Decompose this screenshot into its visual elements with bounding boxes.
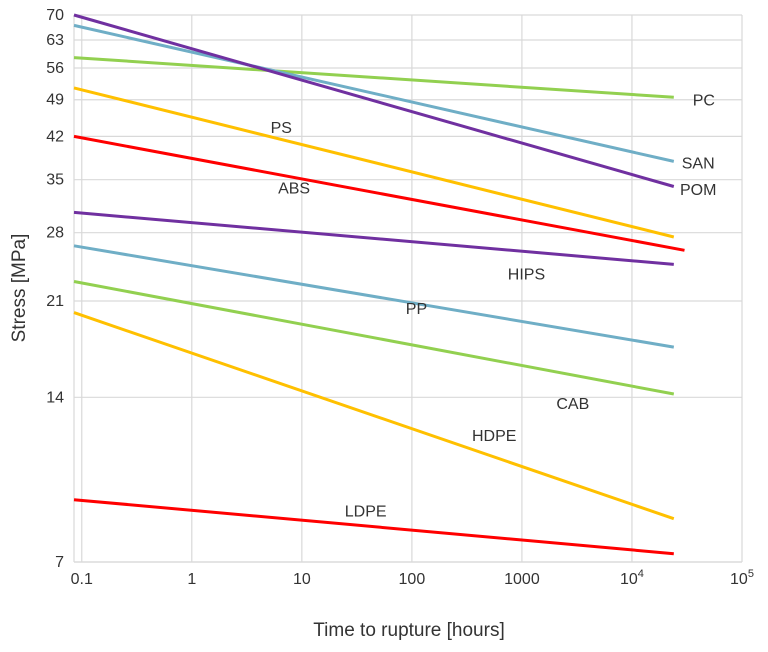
y-tick-label: 49 (46, 92, 64, 109)
series-label-abs: ABS (278, 181, 310, 198)
x-tick-label: 104 (620, 568, 644, 588)
x-tick-label: 100 (399, 571, 426, 588)
series-line-pp (73, 244, 675, 349)
x-tick-label: 10 (293, 571, 311, 588)
x-tick-label: 1 (187, 571, 196, 588)
series-label-pom: POM (680, 182, 716, 199)
y-tick-label: 28 (46, 225, 64, 242)
series-line-san (73, 23, 675, 163)
grid-lines (73, 14, 743, 563)
y-tick-label: 70 (46, 7, 64, 24)
series-line-ps (73, 86, 675, 239)
series-label-san: SAN (682, 155, 715, 172)
series-line-hdpe (73, 311, 675, 521)
series-label-hips: HIPS (508, 266, 545, 283)
series-label-hdpe: HDPE (472, 428, 516, 445)
y-axis-ticks: 7 14 21 28 35 42 49 56 63 70 (46, 7, 64, 571)
series-label-pc: PC (693, 93, 715, 110)
y-tick-label: 56 (46, 60, 64, 77)
x-axis-title: Time to rupture [hours] (313, 620, 504, 641)
y-tick-label: 21 (46, 293, 64, 310)
y-tick-label: 35 (46, 172, 64, 189)
x-tick-label: 0.1 (71, 571, 93, 588)
y-axis-title: Stress [MPa] (9, 234, 30, 343)
x-tick-label: 1000 (504, 571, 540, 588)
y-tick-label: 42 (46, 128, 64, 145)
series-line-pom (73, 13, 675, 188)
series-label-cab: CAB (556, 396, 589, 413)
x-axis-ticks: 0.1 1 10 100 1000 104 105 (71, 568, 754, 588)
y-tick-label: 7 (55, 554, 64, 571)
x-tick-label: 105 (730, 568, 754, 588)
series-line-abs (73, 134, 685, 252)
series-line-hips (73, 210, 674, 266)
series-labels: PC SAN POM PS ABS HIPS PP CAB HDPE LDPE (271, 93, 717, 521)
y-tick-label: 63 (46, 32, 64, 49)
series-lines (73, 13, 685, 556)
y-tick-label: 14 (46, 389, 64, 406)
series-label-ldpe: LDPE (345, 504, 387, 521)
series-line-pc (73, 56, 674, 99)
series-label-pp: PP (406, 301, 427, 318)
series-line-ldpe (73, 498, 674, 556)
series-line-cab (73, 280, 675, 396)
series-label-ps: PS (271, 120, 292, 137)
